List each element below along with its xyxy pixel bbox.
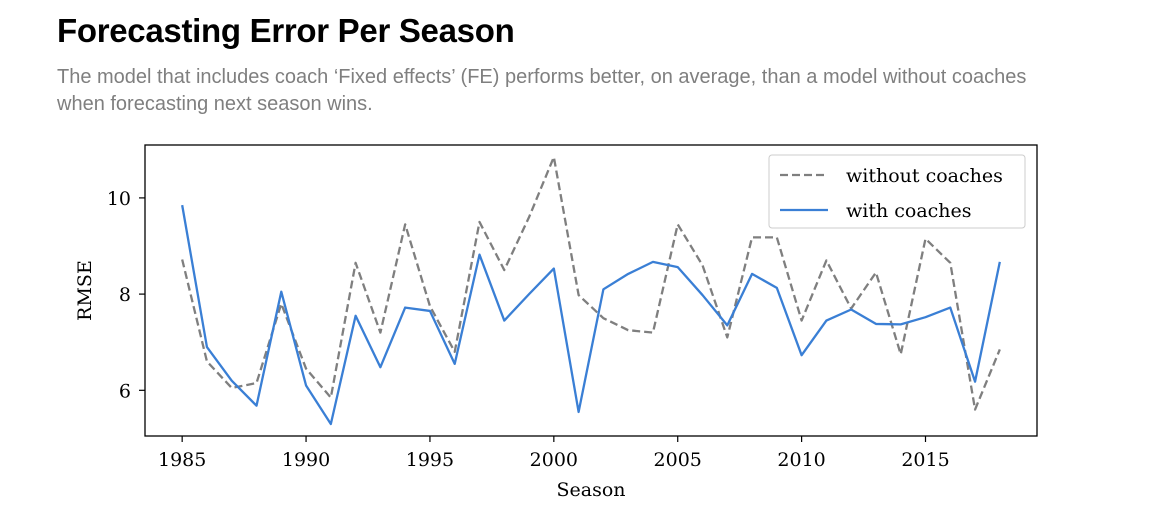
x-tick-label: 1990: [282, 449, 330, 471]
data-point-with-coaches: [503, 319, 505, 321]
data-point-without-coaches: [181, 258, 183, 260]
data-point-without-coaches: [949, 262, 951, 264]
data-point-without-coaches: [577, 294, 579, 296]
data-point-without-coaches: [404, 223, 406, 225]
data-point-without-coaches: [924, 238, 926, 240]
data-point-with-coaches: [181, 204, 183, 206]
data-point-with-coaches: [726, 324, 728, 326]
data-point-without-coaches: [231, 387, 233, 389]
data-point-with-coaches: [825, 319, 827, 321]
series-layer: [181, 155, 1001, 426]
data-point-without-coaches: [305, 367, 307, 369]
data-point-with-coaches: [924, 316, 926, 318]
x-tick-label: 2015: [901, 449, 949, 471]
legend: without coaches with coaches: [768, 154, 1026, 229]
data-point-with-coaches: [404, 306, 406, 308]
data-point-without-coaches: [429, 305, 431, 307]
data-point-with-coaches: [379, 366, 381, 368]
data-point-with-coaches: [652, 261, 654, 263]
data-point-with-coaches: [577, 411, 579, 413]
y-tick-label: 8: [119, 284, 131, 306]
x-tick-label: 1985: [158, 449, 206, 471]
data-point-without-coaches: [974, 408, 976, 410]
data-point-with-coaches: [553, 267, 555, 269]
data-point-with-coaches: [330, 423, 332, 425]
legend-label-without-coaches: without coaches: [846, 165, 1003, 187]
data-point-with-coaches: [305, 384, 307, 386]
series-line-with-coaches: [181, 204, 1001, 426]
data-point-with-coaches: [800, 354, 802, 356]
data-point-with-coaches: [627, 273, 629, 275]
data-point-without-coaches: [900, 353, 902, 355]
series-without-coaches: [181, 155, 1001, 411]
x-tick-label: 2000: [530, 449, 578, 471]
data-point-with-coaches: [701, 294, 703, 296]
data-point-with-coaches: [206, 346, 208, 348]
data-point-without-coaches: [776, 236, 778, 238]
data-point-without-coaches: [726, 336, 728, 338]
plot-frame: [144, 144, 1038, 437]
data-point-without-coaches: [478, 221, 480, 223]
data-point-with-coaches: [280, 291, 282, 293]
data-point-without-coaches: [800, 319, 802, 321]
data-point-without-coaches: [627, 329, 629, 331]
data-point-without-coaches: [677, 223, 679, 225]
x-tick-label: 1995: [406, 449, 454, 471]
data-point-without-coaches: [528, 216, 530, 218]
data-point-with-coaches: [231, 379, 233, 381]
data-point-with-coaches: [429, 310, 431, 312]
data-point-with-coaches: [949, 306, 951, 308]
data-point-without-coaches: [280, 303, 282, 305]
data-point-without-coaches: [553, 156, 555, 158]
data-point-with-coaches: [850, 308, 852, 310]
data-point-without-coaches: [454, 351, 456, 353]
y-tick-label: 10: [107, 188, 131, 210]
y-tick-label: 6: [119, 380, 131, 402]
chart-subtitle: The model that includes coach ‘Fixed eff…: [57, 66, 1027, 115]
y-axis-ticks: 6 8 10: [107, 188, 145, 402]
data-point-without-coaches: [379, 331, 381, 333]
data-point-without-coaches: [354, 262, 356, 264]
data-point-with-coaches: [454, 363, 456, 365]
data-point-without-coaches: [652, 331, 654, 333]
data-point-with-coaches: [478, 253, 480, 255]
data-point-without-coaches: [751, 236, 753, 238]
data-point-with-coaches: [255, 405, 257, 407]
data-point-without-coaches: [255, 382, 257, 384]
data-point-without-coaches: [206, 360, 208, 362]
data-point-with-coaches: [974, 380, 976, 382]
data-point-with-coaches: [875, 323, 877, 325]
x-tick-label: 2005: [654, 449, 702, 471]
series-line-without-coaches: [181, 155, 1001, 411]
data-point-without-coaches: [999, 348, 1001, 350]
data-point-without-coaches: [701, 264, 703, 266]
x-axis-title: Season: [556, 479, 625, 501]
data-point-without-coaches: [330, 396, 332, 398]
data-point-without-coaches: [875, 271, 877, 273]
data-point-with-coaches: [776, 287, 778, 289]
data-point-with-coaches: [528, 293, 530, 295]
chart-title: Forecasting Error Per Season: [57, 12, 515, 49]
data-point-with-coaches: [602, 288, 604, 290]
x-tick-label: 2010: [777, 449, 825, 471]
data-point-without-coaches: [602, 317, 604, 319]
data-point-with-coaches: [354, 315, 356, 317]
legend-box: [768, 154, 1026, 229]
data-point-with-coaches: [999, 261, 1001, 263]
legend-label-with-coaches: with coaches: [846, 200, 972, 222]
data-point-without-coaches: [825, 259, 827, 261]
data-point-with-coaches: [900, 323, 902, 325]
y-axis-title: RMSE: [74, 260, 96, 321]
data-point-with-coaches: [751, 273, 753, 275]
data-point-with-coaches: [677, 266, 679, 268]
series-with-coaches: [181, 204, 1001, 426]
x-axis-ticks: 1985 1990 1995 2000 2005 2010 2015: [158, 436, 950, 471]
data-point-without-coaches: [503, 269, 505, 271]
